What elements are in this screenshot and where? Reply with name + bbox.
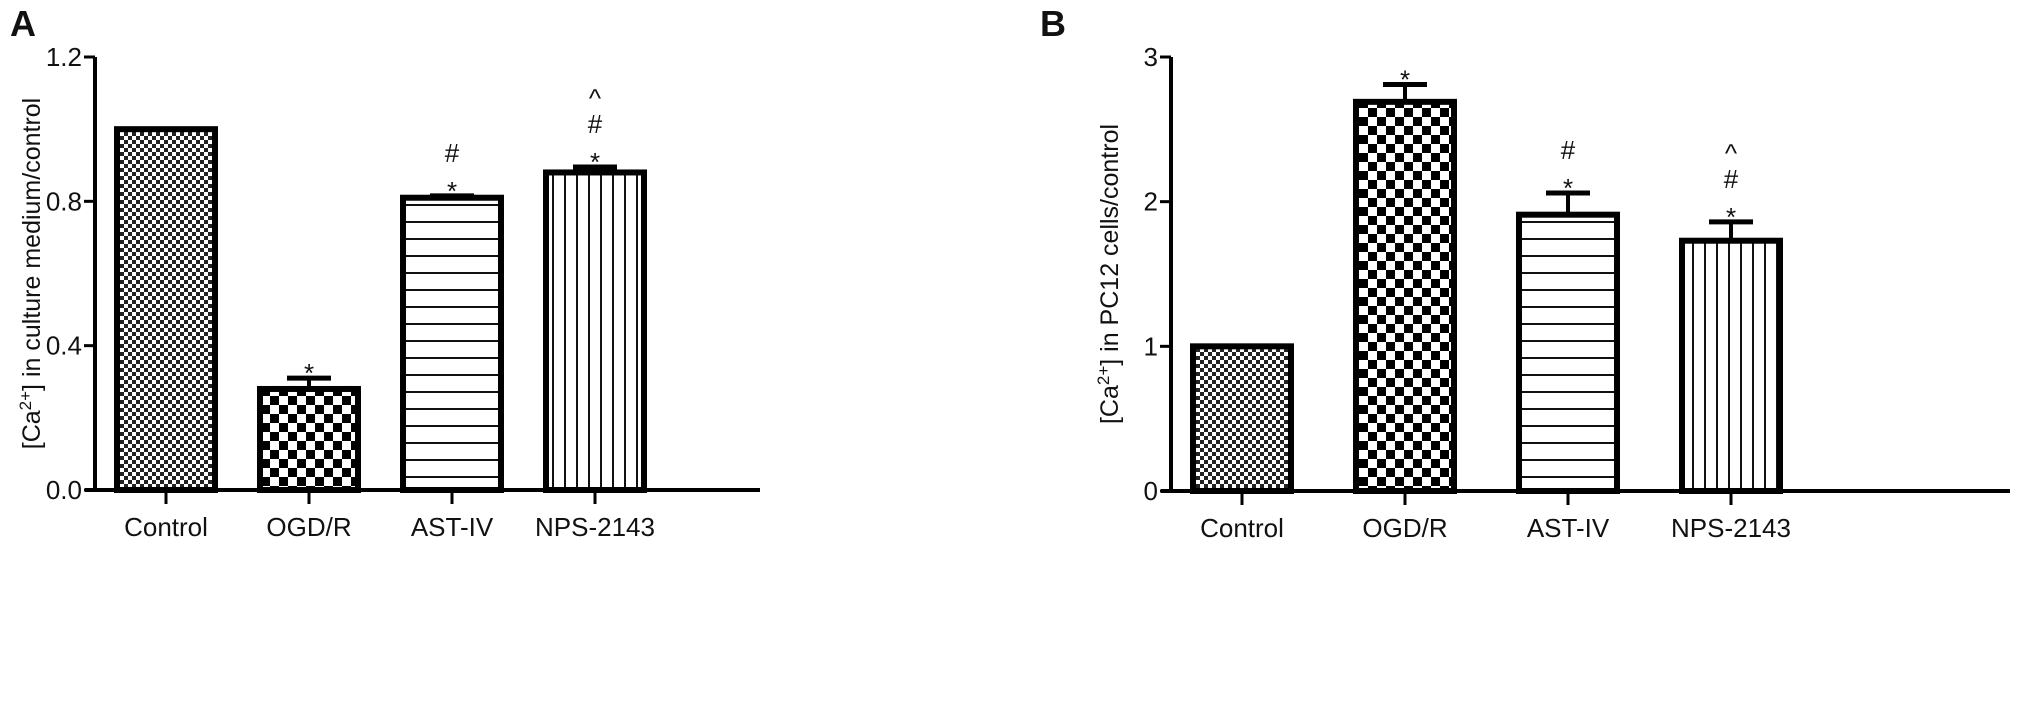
panel-label: B [1040, 3, 1066, 44]
bar-control [114, 126, 218, 494]
x-tick-label: OGD/R [1362, 513, 1447, 543]
x-tick-label: OGD/R [266, 512, 351, 542]
significance-marker: * [1563, 173, 1573, 203]
y-tick-label: 0.0 [46, 475, 82, 505]
significance-marker: # [588, 109, 603, 139]
significance-marker: # [1561, 135, 1576, 165]
x-tick-label: AST-IV [411, 512, 494, 542]
y-tick-label: 1 [1144, 331, 1158, 361]
bar-nps-2143 [1679, 237, 1783, 494]
significance-marker: ^ [1725, 138, 1738, 168]
bar-ogd-r [1353, 98, 1457, 494]
x-tick-label: NPS-2143 [535, 512, 655, 542]
significance-marker: # [1724, 164, 1739, 194]
y-tick-label: 1.2 [46, 42, 82, 72]
x-tick-label: Control [1200, 513, 1284, 543]
significance-marker: * [304, 358, 314, 388]
y-axis-label: [Ca2+] in culture medium/control [16, 98, 46, 449]
y-tick-label: 3 [1144, 42, 1158, 72]
x-tick-label: AST-IV [1527, 513, 1610, 543]
bar-ogd-r [257, 385, 361, 494]
significance-marker: * [447, 176, 457, 206]
bar-nps-2143 [543, 169, 647, 493]
x-tick-label: NPS-2143 [1671, 513, 1791, 543]
bar-ast-iv [400, 194, 504, 493]
panel-label: A [10, 3, 36, 44]
bar-ast-iv [1516, 211, 1620, 494]
panel-a-chart: A [Ca2+] in culture medium/control Control… [10, 3, 760, 542]
bar-control [1190, 343, 1294, 495]
significance-marker: * [1400, 64, 1410, 94]
significance-marker: * [1726, 202, 1736, 232]
x-tick-label: Control [124, 512, 208, 542]
y-tick-label: 0.4 [46, 331, 82, 361]
significance-marker: # [445, 138, 460, 168]
significance-marker: ^ [589, 83, 602, 113]
panel-b-chart: B [Ca2+] in PC12 cells/control Control * OGD… [1040, 3, 2010, 543]
y-tick-label: 2 [1144, 187, 1158, 217]
y-axis-label: [Ca2+] in PC12 cells/control [1094, 124, 1124, 424]
y-tick-label: 0.8 [46, 186, 82, 216]
significance-marker: * [590, 147, 600, 177]
y-tick-label: 0 [1144, 476, 1158, 506]
